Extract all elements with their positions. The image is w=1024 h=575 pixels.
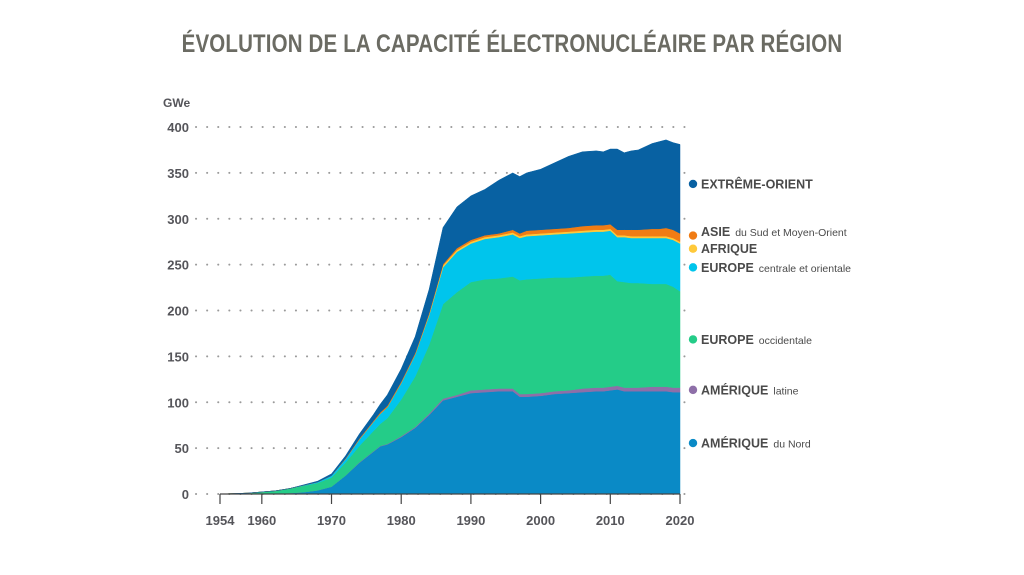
legend-name: AFRIQUE [701, 242, 757, 256]
x-tick-label: 1980 [387, 513, 416, 528]
y-tick-label: 200 [167, 304, 189, 319]
legend-marker [688, 335, 698, 344]
legend-suffix: du Sud et Moyen-Orient [735, 227, 847, 239]
y-unit-label: GWe [163, 96, 190, 110]
y-tick-label: 300 [167, 212, 189, 227]
legend-marker [688, 385, 698, 395]
x-axis [219, 493, 681, 504]
x-tick-label: 1970 [317, 513, 346, 528]
legend-label: EXTRÊME-ORIENT [701, 176, 813, 191]
legend-marker [688, 231, 698, 240]
legend-marker [688, 179, 698, 189]
x-tick-label: 2020 [666, 513, 695, 528]
legend-suffix: du Nord [773, 439, 811, 451]
legend-marker [688, 263, 698, 272]
y-tick-label: 250 [167, 258, 189, 273]
legend-name: EXTRÊME-ORIENT [701, 176, 813, 191]
x-tick-label: 1960 [247, 513, 276, 528]
legend-label: AFRIQUE [701, 242, 757, 256]
y-tick-labels: 0 50 100 150 200 250 300 350 400 [167, 120, 189, 502]
chart-title: ÉVOLUTION DE LA CAPACITÉ ÉLECTRONUCLÉAIR… [181, 30, 843, 58]
y-tick-label: 350 [167, 166, 189, 181]
legend-suffix: centrale et orientale [759, 263, 851, 275]
legend-name: EUROPE [701, 261, 754, 275]
legend-name: EUROPE [701, 333, 754, 347]
legend-label: EUROPE centrale et orientale [701, 261, 851, 275]
legend-name: AMÉRIQUE [701, 436, 768, 451]
x-tick-label: 1990 [456, 513, 485, 528]
legend-suffix: occidentale [759, 335, 812, 347]
legend-marker [688, 438, 698, 448]
legend: AMÉRIQUE du Nord AMÉRIQUE latine EUROPE occid… [688, 176, 851, 451]
x-tick-label: 1954 [206, 513, 236, 528]
area-series [219, 139, 681, 495]
stacked-areas [219, 139, 681, 495]
legend-label: EUROPE occidentale [701, 333, 812, 347]
legend-marker [688, 244, 698, 253]
legend-label: AMÉRIQUE latine [701, 382, 799, 397]
area-series [220, 389, 681, 495]
x-tick-label: 2000 [526, 513, 555, 528]
legend-name: ASIE [701, 225, 730, 239]
y-tick-label: 0 [182, 487, 189, 502]
legend-suffix: latine [773, 385, 798, 397]
legend-label: ASIE du Sud et Moyen-Orient [701, 225, 847, 239]
legend-name: AMÉRIQUE [701, 382, 768, 397]
x-tick-labels: 1954 1960 1970 1980 1990 2000 2010 2020 [206, 513, 695, 528]
x-tick-label: 2010 [596, 513, 625, 528]
y-tick-label: 400 [167, 120, 189, 135]
y-tick-label: 50 [175, 441, 189, 456]
y-tick-label: 150 [167, 349, 189, 364]
legend-label: AMÉRIQUE du Nord [701, 436, 811, 451]
y-tick-label: 100 [167, 395, 189, 410]
